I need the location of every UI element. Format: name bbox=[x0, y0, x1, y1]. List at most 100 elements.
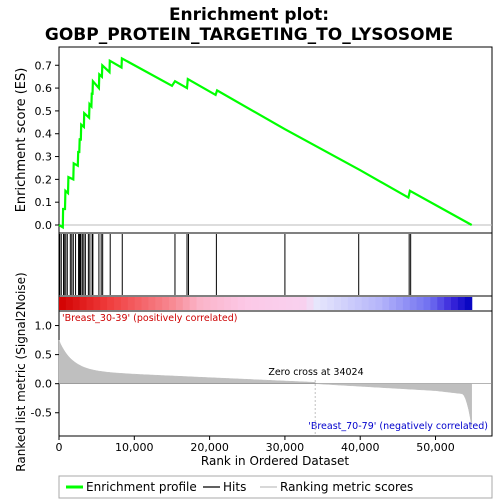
color-bar-segment bbox=[416, 297, 425, 310]
es-y-axis-label: Enrichment score (ES) bbox=[14, 68, 29, 213]
color-bar-segment bbox=[244, 297, 253, 310]
color-bar-segment bbox=[361, 297, 370, 310]
color-bar-segment bbox=[292, 297, 301, 310]
color-bar-segment bbox=[134, 297, 143, 310]
color-bar-segment bbox=[272, 297, 280, 310]
x-tick-label: 0 bbox=[56, 441, 63, 454]
pos-correlation-label: 'Breast_30-39' (positively correlated) bbox=[62, 313, 238, 324]
color-bar-segment bbox=[444, 297, 452, 310]
color-bar-segment bbox=[196, 297, 205, 310]
x-tick-label: 50,000 bbox=[416, 441, 455, 454]
color-bar-segment bbox=[382, 297, 390, 310]
color-bar-segment bbox=[389, 297, 397, 310]
color-bar-segment bbox=[65, 297, 74, 310]
color-bar-segment bbox=[141, 297, 150, 310]
color-bar-segment bbox=[59, 297, 67, 310]
hit-marks bbox=[59, 234, 412, 295]
es-y-tick-label: 0.1 bbox=[35, 196, 53, 209]
color-bar-segment bbox=[430, 297, 438, 310]
color-bar-segment bbox=[230, 297, 239, 310]
color-bar-segment bbox=[451, 297, 459, 310]
color-bar-segment bbox=[285, 297, 294, 310]
es-y-tick-label: 0.3 bbox=[35, 151, 53, 164]
color-bar-segment bbox=[175, 297, 184, 310]
x-tick-label: 10,000 bbox=[115, 441, 154, 454]
color-bar-segment bbox=[251, 297, 260, 310]
color-bar-segment bbox=[120, 297, 129, 310]
x-tick-label: 40,000 bbox=[341, 441, 380, 454]
es-y-tick-label: 0.5 bbox=[35, 105, 53, 118]
enrichment-profile-line bbox=[58, 56, 473, 230]
color-bar-segment bbox=[217, 297, 225, 310]
color-bar-panel bbox=[58, 295, 493, 312]
legend-label-ranking-metric: Ranking metric scores bbox=[280, 480, 413, 494]
color-bar-segment bbox=[155, 297, 163, 310]
zero-cross-label: Zero cross at 34024 bbox=[268, 367, 363, 378]
chart-title-line1: Enrichment plot: bbox=[169, 5, 329, 25]
legend: Enrichment profile Hits Ranking metric s… bbox=[58, 475, 493, 499]
es-y-tick-label: 0.0 bbox=[35, 219, 53, 232]
color-bar-segment bbox=[224, 297, 232, 310]
neg-correlation-label: 'Breast_70-79' (negatively correlated) bbox=[308, 421, 488, 432]
color-bar-segment bbox=[279, 297, 287, 310]
color-bar-segment bbox=[375, 297, 383, 310]
color-bar-segment bbox=[127, 297, 136, 310]
color-bar-segment bbox=[258, 297, 266, 310]
color-bar-segment bbox=[203, 297, 211, 310]
color-bar-segment bbox=[299, 297, 308, 310]
chart-title-line2: GOBP_PROTEIN_TARGETING_TO_LYSOSOME bbox=[45, 25, 453, 45]
color-bar-segment bbox=[464, 297, 473, 310]
color-bar-segment bbox=[313, 297, 321, 310]
color-bar-segment bbox=[182, 297, 191, 310]
color-bar-segment bbox=[93, 297, 101, 310]
color-bar-segment bbox=[79, 297, 88, 310]
rank-y-tick-label: 1.0 bbox=[35, 320, 53, 333]
color-bar-segment bbox=[162, 297, 170, 310]
color-bar-segment bbox=[396, 297, 404, 310]
color-bar-segment bbox=[457, 297, 466, 310]
color-bar-segment bbox=[327, 297, 335, 310]
hits-panel bbox=[58, 232, 493, 297]
x-tick-label: 20,000 bbox=[190, 441, 229, 454]
ranking-metric-area bbox=[58, 340, 492, 427]
color-bar-segment bbox=[368, 297, 376, 310]
es-y-ticks: 0.0 0.1 0.2 0.3 0.4 0.5 0.6 0.7 bbox=[35, 59, 59, 232]
x-axis-label: Rank in Ordered Dataset bbox=[201, 454, 349, 468]
rank-y-tick-label: 0.0 bbox=[35, 378, 53, 391]
color-bar-segment bbox=[169, 297, 177, 310]
es-line-group bbox=[58, 56, 492, 230]
color-bar-segment bbox=[402, 297, 411, 310]
rank-y-ticks: -0.5 0.0 0.5 1.0 bbox=[31, 320, 59, 420]
color-bar-segment bbox=[237, 297, 246, 310]
es-y-tick-label: 0.4 bbox=[35, 128, 53, 141]
es-y-tick-label: 0.2 bbox=[35, 173, 53, 186]
x-tick-label: 30,000 bbox=[266, 441, 305, 454]
color-bar-segment bbox=[334, 297, 342, 310]
rank-y-axis-label: Ranked list metric (Signal2Noise) bbox=[14, 272, 28, 471]
color-bar-segment bbox=[72, 297, 81, 310]
color-bar-segment bbox=[320, 297, 328, 310]
rank-y-tick-label: -0.5 bbox=[31, 407, 52, 420]
es-y-tick-label: 0.7 bbox=[35, 59, 53, 72]
rank-panel: -0.5 0.0 0.5 1.0 'Breast_30-39' (positively… bbox=[14, 272, 493, 472]
color-bar-segment bbox=[265, 297, 273, 310]
color-bar-segments bbox=[59, 297, 473, 310]
color-bar-segment bbox=[100, 297, 108, 310]
color-bar-segment bbox=[114, 297, 122, 310]
color-bar-segment bbox=[189, 297, 198, 310]
color-bar-segment bbox=[409, 297, 418, 310]
color-bar-segment bbox=[107, 297, 115, 310]
color-bar-segment bbox=[340, 297, 349, 310]
x-axis-ticks: 0 10,000 20,000 30,000 40,000 50,000 bbox=[56, 436, 455, 454]
color-bar-segment bbox=[210, 297, 218, 310]
color-bar-segment bbox=[306, 297, 315, 310]
rank-panel-frame bbox=[58, 310, 493, 437]
hits-panel-frame bbox=[58, 232, 493, 297]
es-panel: 0.0 0.1 0.2 0.3 0.4 0.5 0.6 0.7 Enrichment scor… bbox=[14, 46, 493, 234]
rank-y-tick-label: 0.5 bbox=[35, 349, 53, 362]
color-bar-segment bbox=[437, 297, 445, 310]
color-bar-segment bbox=[354, 297, 363, 310]
legend-label-hits: Hits bbox=[223, 480, 246, 494]
